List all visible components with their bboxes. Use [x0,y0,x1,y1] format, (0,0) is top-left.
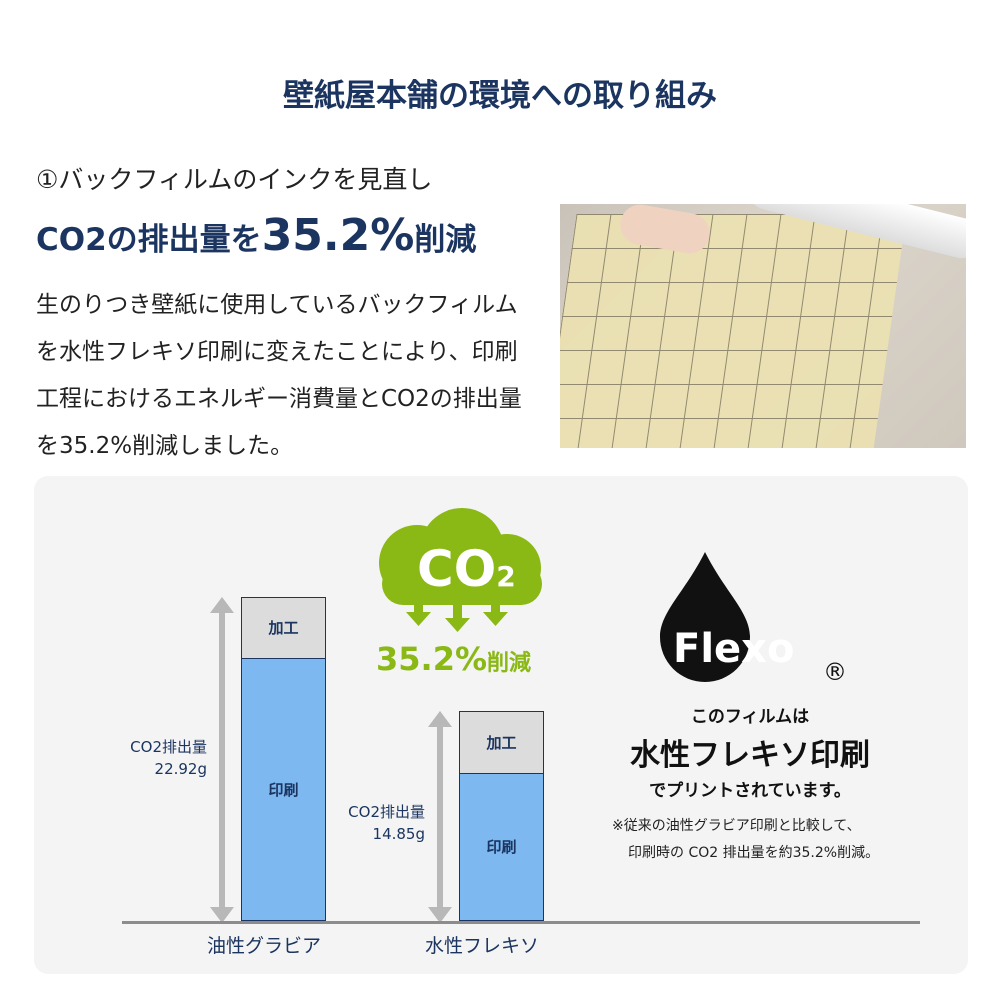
flexo-note1: ※従来の油性グラビア印刷と比較して、 [612,818,861,834]
total-label: CO2排出量 22.92g [130,738,207,779]
bar-segment-processing: 加工 [242,598,325,658]
flexo-line1: このフィルムは [690,707,810,727]
reduction-value: 35.2% [376,640,488,678]
bar-segment-printing: 印刷 [242,657,325,920]
height-arrow [428,711,452,923]
bar-1: 加工 印刷 [241,597,326,921]
flexo-logo-text: Flexo [673,626,794,672]
chart-baseline [122,921,920,924]
headline-value: 35.2% [261,210,415,261]
co2-cloud-icon: CO2 [379,508,542,632]
svg-text:CO2: CO2 [417,540,516,598]
page-title: 壁紙屋本舗の環境への取り組み [283,78,717,114]
flexo-logo: Flexo ® [660,552,847,686]
flexo-line3: でプリントされています。 [649,781,851,801]
category-label: 油性グラビア [206,935,321,957]
registered-mark: ® [823,658,847,686]
bar-segment-printing: 印刷 [460,772,543,920]
category-label: 水性フレキソ [424,935,539,957]
bar-2: 加工 印刷 [459,711,544,921]
section-heading: ①バックフィルムのインクを見直し [36,165,433,194]
height-arrow [210,597,234,923]
product-photo [560,204,966,448]
flexo-note2: 印刷時の CO2 排出量を約35.2%削減。 [628,845,880,861]
backfilm-sheet [560,214,907,448]
headline-suffix: 削減 [414,222,477,258]
reduction-label: 35.2%削減 [376,640,531,678]
flexo-line2: 水性フレキソ印刷 [630,738,870,773]
bar-segment-processing: 加工 [460,712,543,773]
headline: CO2の排出量を35.2%削減 [36,210,476,261]
co2-subscript: 2 [496,560,515,593]
headline-prefix: CO2の排出量を [36,222,262,258]
total-label: CO2排出量 14.85g [348,803,425,844]
co2-label: CO [417,540,496,598]
section-body: 生のりつき壁紙に使用しているバックフィルムを水性フレキソ印刷に変えたことにより、… [36,292,522,459]
reduction-suffix: 削減 [487,651,532,676]
